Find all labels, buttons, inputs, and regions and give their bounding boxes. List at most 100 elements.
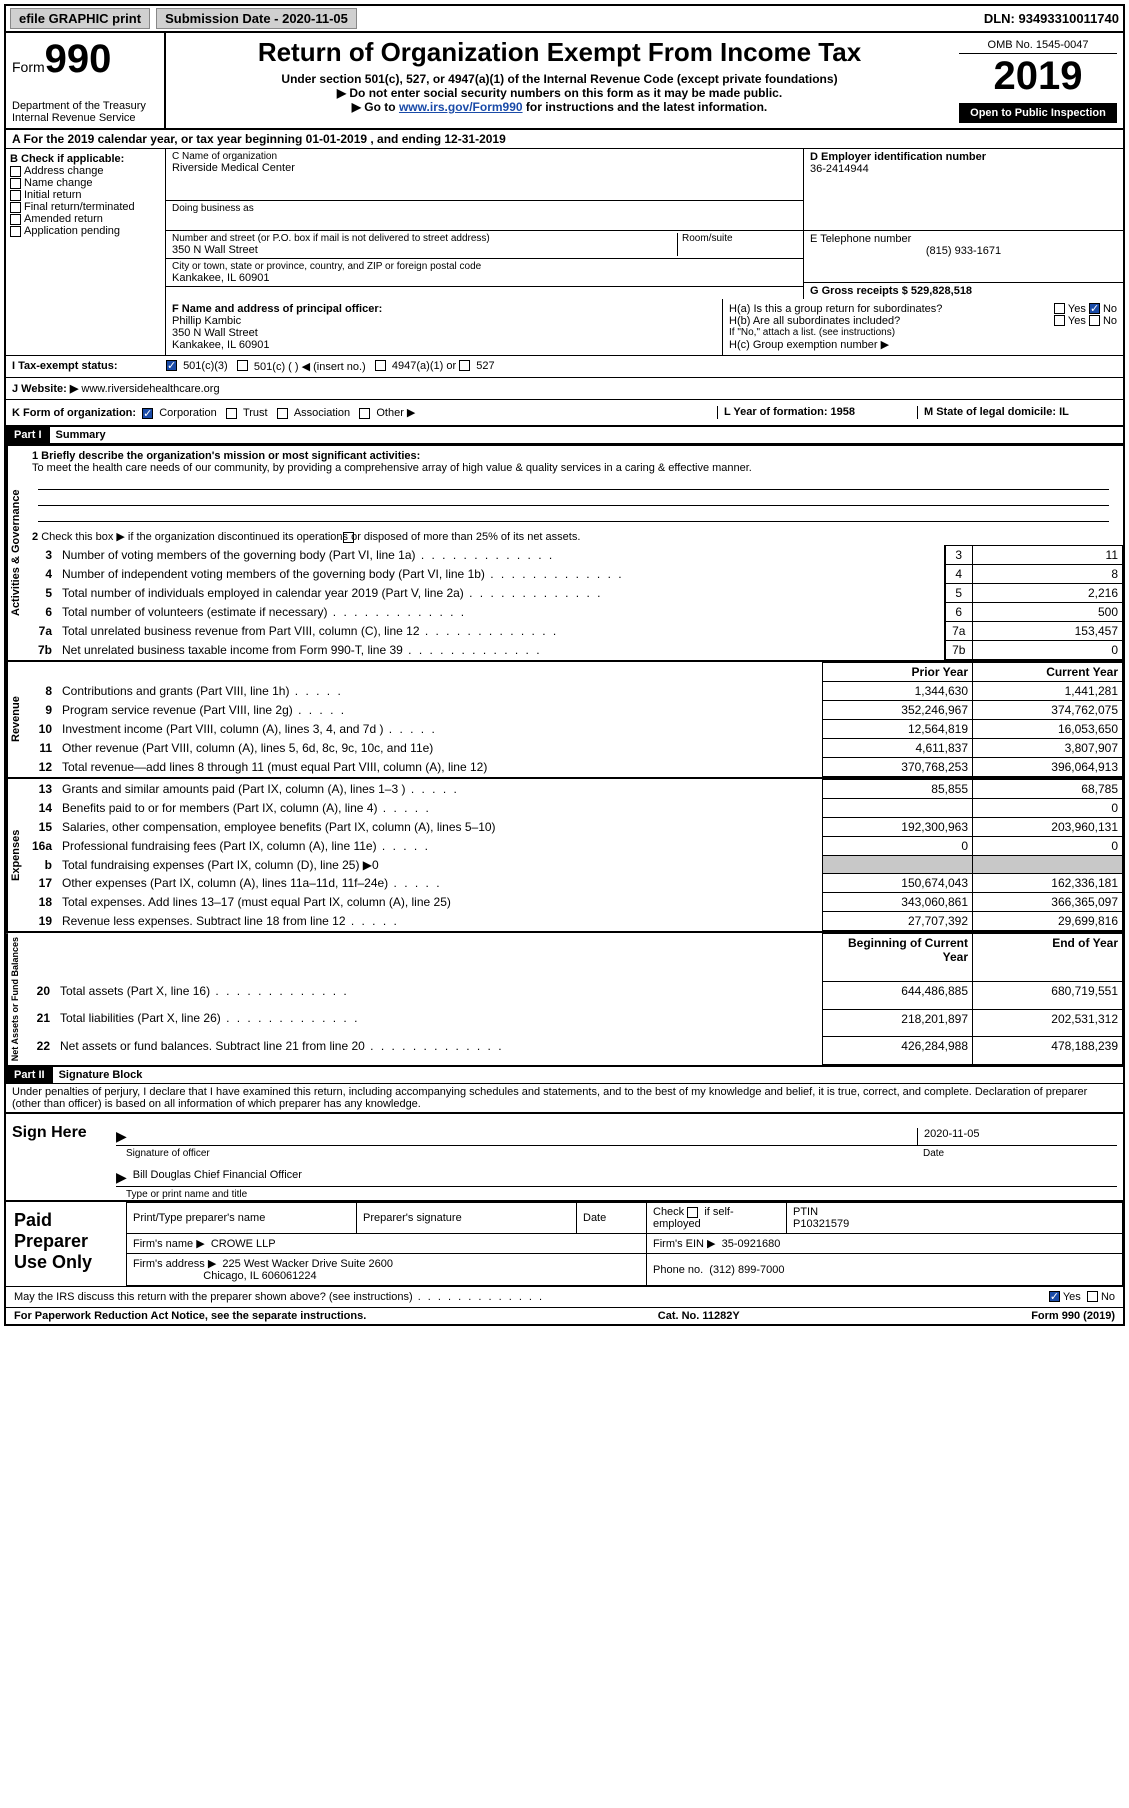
- desc: Other expenses (Part IX, column (A), lin…: [58, 874, 823, 893]
- end: 202,531,312: [973, 1009, 1123, 1037]
- blank: [56, 934, 823, 982]
- checkbox-amended[interactable]: [10, 214, 21, 225]
- cb-selfemployed[interactable]: [687, 1207, 698, 1218]
- officer-name: Phillip Kambic: [172, 315, 241, 327]
- checkbox-initial[interactable]: [10, 190, 21, 201]
- discuss-q: May the IRS discuss this return with the…: [14, 1291, 1049, 1303]
- officer-printed: Bill Douglas Chief Financial Officer: [133, 1169, 302, 1186]
- prep-name-hdr: Print/Type preparer's name: [127, 1203, 357, 1234]
- desc: Total fundraising expenses (Part IX, col…: [58, 856, 823, 874]
- sig-date: 2020-11-05: [917, 1128, 1117, 1145]
- revenue-table: Prior YearCurrent Year 8Contributions an…: [24, 662, 1123, 777]
- sig-blank: [133, 1128, 917, 1145]
- opt-initial: Initial return: [24, 189, 81, 201]
- table-row: 20Total assets (Part X, line 16)644,486,…: [22, 982, 1123, 1010]
- checkbox-final[interactable]: [10, 202, 21, 213]
- table-row: 14Benefits paid to or for members (Part …: [24, 799, 1123, 818]
- opt-amended: Amended return: [24, 213, 103, 225]
- desc: Benefits paid to or for members (Part IX…: [58, 799, 823, 818]
- ha-no-checkbox[interactable]: [1089, 303, 1100, 314]
- cb-discontinued[interactable]: [343, 532, 354, 543]
- form-subtitle-1: Under section 501(c), 527, or 4947(a)(1)…: [176, 72, 943, 86]
- opt-501c: 501(c) ( ) ◀ (insert no.): [254, 360, 366, 373]
- officer-addr: 350 N Wall Street: [172, 327, 258, 339]
- table-row: 15Salaries, other compensation, employee…: [24, 818, 1123, 837]
- table-row: 4Number of independent voting members of…: [24, 565, 1123, 584]
- cb-trust[interactable]: [226, 408, 237, 419]
- ha-no: No: [1103, 303, 1117, 315]
- arrow-icon: ▶: [116, 1169, 127, 1186]
- room-label: Room/suite: [682, 233, 797, 244]
- cb-assoc[interactable]: [277, 408, 288, 419]
- discuss-no: No: [1101, 1291, 1115, 1303]
- desc: Contributions and grants (Part VIII, lin…: [58, 682, 823, 701]
- desc: Net unrelated business taxable income fr…: [58, 641, 945, 660]
- ha-yes-checkbox[interactable]: [1054, 303, 1065, 314]
- gross-receipts: G Gross receipts $ 529,828,518: [810, 285, 972, 297]
- prior: 343,060,861: [823, 893, 973, 912]
- desc: Net assets or fund balances. Subtract li…: [56, 1037, 823, 1065]
- prep-date-hdr: Date: [577, 1203, 647, 1234]
- cb-527[interactable]: [459, 360, 470, 371]
- cb-501c[interactable]: [237, 360, 248, 371]
- curr: 396,064,913: [973, 758, 1123, 777]
- table-row: 17Other expenses (Part IX, column (A), l…: [24, 874, 1123, 893]
- table-row: 8Contributions and grants (Part VIII, li…: [24, 682, 1123, 701]
- cb-4947[interactable]: [375, 360, 386, 371]
- tel-label: E Telephone number: [810, 233, 911, 245]
- cb-corp[interactable]: [142, 408, 153, 419]
- side-activities: Activities & Governance: [6, 446, 24, 660]
- desc: Total assets (Part X, line 16): [56, 982, 823, 1010]
- header-right: OMB No. 1545-0047 2019 Open to Public In…: [953, 33, 1123, 128]
- desc: Professional fundraising fees (Part IX, …: [58, 837, 823, 856]
- irs-link[interactable]: www.irs.gov/Form990: [399, 100, 523, 114]
- desc: Number of voting members of the governin…: [58, 546, 945, 565]
- hb-yes: Yes: [1068, 315, 1086, 327]
- hb-yes-checkbox[interactable]: [1054, 315, 1065, 326]
- firm-name-cell: Firm's name ▶ CROWE LLP: [127, 1234, 647, 1254]
- opt-501c3: 501(c)(3): [183, 360, 228, 373]
- block-d: D Employer identification number 36-2414…: [803, 149, 1123, 299]
- desc: Program service revenue (Part VIII, line…: [58, 701, 823, 720]
- curr: 366,365,097: [973, 893, 1123, 912]
- table-row: 7aTotal unrelated business revenue from …: [24, 622, 1123, 641]
- form-990-page: efile GRAPHIC print Submission Date - 20…: [4, 4, 1125, 1326]
- discuss-yes-checkbox[interactable]: [1049, 1291, 1060, 1302]
- discuss-yes: Yes: [1063, 1291, 1081, 1303]
- side-expenses: Expenses: [6, 779, 24, 931]
- website-value: www.riversidehealthcare.org: [81, 383, 219, 395]
- city-label: City or town, state or province, country…: [172, 261, 797, 272]
- efile-print-button[interactable]: efile GRAPHIC print: [10, 8, 150, 29]
- cb-501c3[interactable]: [166, 360, 177, 371]
- form-org-label: K Form of organization:: [12, 407, 136, 419]
- addr-label: Number and street (or P.O. box if mail i…: [172, 233, 677, 244]
- desc: Total number of volunteers (estimate if …: [58, 603, 945, 622]
- discuss-no-checkbox[interactable]: [1087, 1291, 1098, 1302]
- prior: 370,768,253: [823, 758, 973, 777]
- col-end: End of Year: [973, 934, 1123, 982]
- blank-line: [38, 476, 1109, 490]
- ptin-label: PTIN: [793, 1206, 818, 1218]
- desc: Number of independent voting members of …: [58, 565, 945, 584]
- section-expenses: Expenses 13Grants and similar amounts pa…: [6, 777, 1123, 931]
- grey-cell: [973, 856, 1123, 874]
- prep-selfemp: Check if self-employed: [647, 1203, 787, 1234]
- form-subtitle-3: ▶ Go to www.irs.gov/Form990 for instruct…: [176, 100, 943, 114]
- opt-527: 527: [476, 360, 494, 373]
- desc: Total number of individuals employed in …: [58, 584, 945, 603]
- cb-other[interactable]: [359, 408, 370, 419]
- table-row: 11Other revenue (Part VIII, column (A), …: [24, 739, 1123, 758]
- hb-no-checkbox[interactable]: [1089, 315, 1100, 326]
- curr: 29,699,816: [973, 912, 1123, 931]
- end: 680,719,551: [973, 982, 1123, 1010]
- grey-cell: [823, 856, 973, 874]
- paid-preparer-label: Paid Preparer Use Only: [6, 1202, 126, 1286]
- topbar: efile GRAPHIC print Submission Date - 20…: [6, 6, 1123, 33]
- part2-title: Signature Block: [53, 1069, 143, 1081]
- submission-date-button[interactable]: Submission Date - 2020-11-05: [156, 8, 357, 29]
- org-city: Kankakee, IL 60901: [172, 272, 797, 284]
- checkbox-name-change[interactable]: [10, 178, 21, 189]
- tax-status-label: I Tax-exempt status:: [12, 360, 166, 373]
- checkbox-pending[interactable]: [10, 226, 21, 237]
- checkbox-address-change[interactable]: [10, 166, 21, 177]
